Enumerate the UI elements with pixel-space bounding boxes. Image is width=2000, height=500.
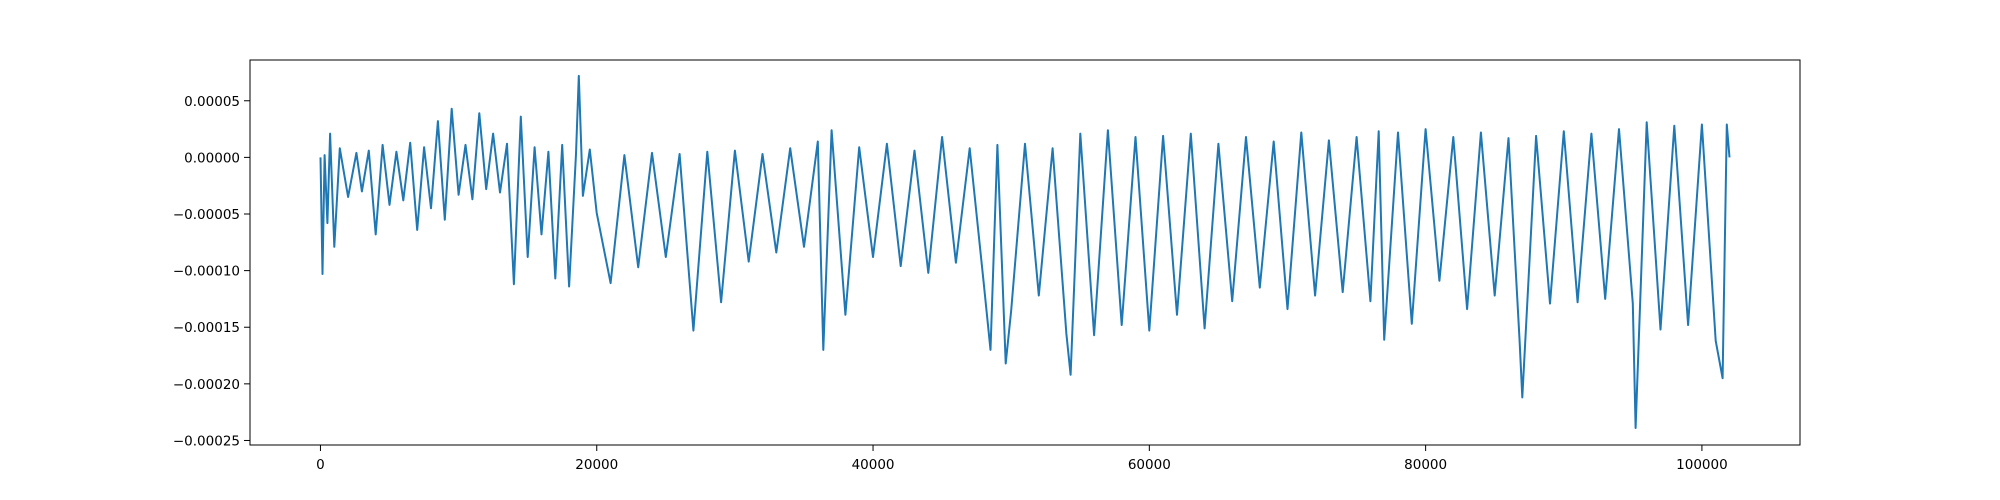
y-tick-label: −0.00015 <box>173 320 240 336</box>
y-tick-label: 0.00000 <box>184 150 240 166</box>
x-tick-label: 40000 <box>852 457 895 473</box>
y-tick-label: −0.00005 <box>173 207 240 223</box>
y-tick-label: −0.00025 <box>173 433 240 449</box>
x-axis: 0 20000 40000 60000 80000 100000 <box>316 445 1728 473</box>
y-axis: 0.00005 0.00000 −0.00005 −0.00010 −0.00015 −0… <box>173 94 250 449</box>
x-tick-label: 100000 <box>1676 457 1728 473</box>
plot-frame <box>249 59 1801 446</box>
y-tick-label: 0.00005 <box>184 94 240 110</box>
x-tick-label: 60000 <box>1128 457 1171 473</box>
y-tick-label: −0.00010 <box>173 264 240 280</box>
x-tick-label: 20000 <box>575 457 618 473</box>
x-tick-label: 80000 <box>1404 457 1447 473</box>
series-line-0 <box>319 74 1731 429</box>
y-tick-label: −0.00020 <box>173 377 240 393</box>
x-tick-label: 0 <box>316 457 325 473</box>
plot-area <box>250 60 1800 445</box>
series-layer <box>319 74 1731 429</box>
